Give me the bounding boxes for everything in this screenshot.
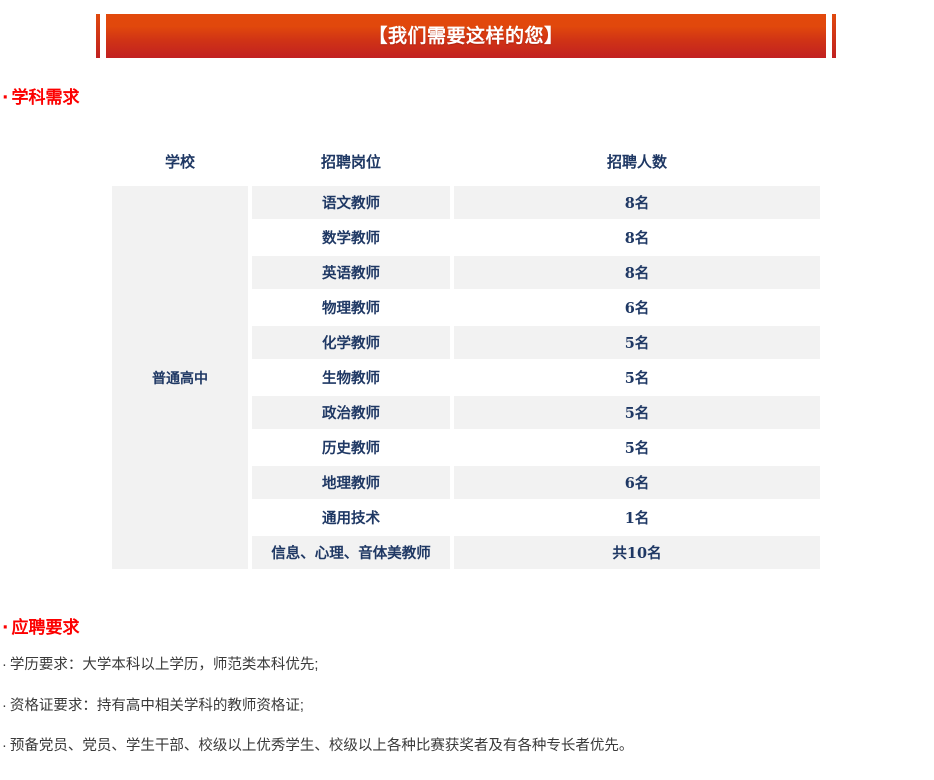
- cell-post: 化学教师: [252, 326, 450, 359]
- cell-post: 语文教师: [252, 186, 450, 219]
- bullet-dot-icon: ·: [2, 738, 7, 754]
- banner-title: 【我们需要这样的您】: [368, 24, 564, 47]
- recruitment-table: 学校 招聘岗位 招聘人数 普通高中 语文教师 8名 数学教师 8名 英语教师 8…: [108, 143, 824, 571]
- cell-count: 6名: [454, 291, 820, 324]
- recruitment-table-container: 学校 招聘岗位 招聘人数 普通高中 语文教师 8名 数学教师 8名 英语教师 8…: [108, 143, 820, 571]
- table-row: 历史教师 5名: [112, 431, 820, 464]
- cell-count: 8名: [454, 186, 820, 219]
- table-body: 普通高中 语文教师 8名 数学教师 8名 英语教师 8名 物理教师 6名 化学教…: [112, 186, 820, 569]
- cell-count: 5名: [454, 361, 820, 394]
- list-item: · 学历要求：大学本科以上学历，师范类本科优先;: [2, 658, 922, 673]
- section-heading-application-requirements-label: 应聘要求: [11, 618, 80, 638]
- cell-post: 生物教师: [252, 361, 450, 394]
- banner-right-gap: [826, 14, 832, 58]
- cell-count: 共10名: [454, 536, 820, 569]
- table-header: 学校 招聘岗位 招聘人数: [112, 145, 820, 184]
- cell-count: 1名: [454, 501, 820, 534]
- bullet-dot-icon: ·: [2, 697, 7, 714]
- cell-count: 5名: [454, 326, 820, 359]
- bullet-dot-icon: ·: [2, 618, 9, 638]
- cell-post: 政治教师: [252, 396, 450, 429]
- column-header-school: 学校: [164, 153, 195, 171]
- section-heading-subject-demand-label: 学科需求: [11, 88, 80, 108]
- cell-post: 数学教师: [252, 221, 450, 254]
- cell-post: 信息、心理、音体美教师: [252, 536, 450, 569]
- banner-left-tick: [96, 14, 100, 58]
- cell-post: 历史教师: [252, 431, 450, 464]
- page-banner: 【我们需要这样的您】: [96, 14, 836, 58]
- table-row: 地理教师 6名: [112, 466, 820, 499]
- column-header-count: 招聘人数: [606, 153, 667, 171]
- requirement-text: 学历要求：大学本科以上学历，师范类本科优先;: [9, 657, 319, 673]
- table-row: 政治教师 5名: [112, 396, 820, 429]
- table-row: 英语教师 8名: [112, 256, 820, 289]
- cell-post: 物理教师: [252, 291, 450, 324]
- cell-count: 8名: [454, 221, 820, 254]
- cell-count: 8名: [454, 256, 820, 289]
- table-row: 物理教师 6名: [112, 291, 820, 324]
- column-header-post: 招聘岗位: [320, 153, 381, 171]
- bullet-dot-icon: ·: [2, 88, 9, 108]
- cell-post: 地理教师: [252, 466, 450, 499]
- cell-count: 5名: [454, 396, 820, 429]
- table-row: 数学教师 8名: [112, 221, 820, 254]
- requirement-text: 预备党员、党员、学生干部、校级以上优秀学生、校级以上各种比赛获奖者及有各种专长者…: [9, 738, 634, 754]
- cell-post: 通用技术: [252, 501, 450, 534]
- table-row: 通用技术 1名: [112, 501, 820, 534]
- section-heading-subject-demand: · 学科需求: [2, 90, 79, 107]
- bullet-dot-icon: ·: [2, 657, 7, 673]
- list-item: · 预备党员、党员、学生干部、校级以上优秀学生、校级以上各种比赛获奖者及有各种专长…: [2, 739, 922, 754]
- requirements-list: · 学历要求：大学本科以上学历，师范类本科优先; · 资格证要求：持有高中相关学科的…: [2, 658, 922, 780]
- cell-count: 5名: [454, 431, 820, 464]
- banner-left-gap: [100, 14, 106, 58]
- cell-school-name: 普通高中: [112, 186, 248, 569]
- section-heading-application-requirements: · 应聘要求: [2, 620, 79, 637]
- list-item: · 资格证要求：持有高中相关学科的教师资格证;: [2, 697, 922, 714]
- table-row: 普通高中 语文教师 8名: [112, 186, 820, 569]
- banner-right-tick: [832, 14, 836, 58]
- requirement-text: 资格证要求：持有高中相关学科的教师资格证;: [9, 697, 304, 714]
- banner-body: 【我们需要这样的您】: [106, 14, 826, 58]
- table-row: 生物教师 5名: [112, 361, 820, 394]
- table-header-row: 学校 招聘岗位 招聘人数: [112, 145, 820, 184]
- cell-count: 6名: [454, 466, 820, 499]
- cell-post: 英语教师: [252, 256, 450, 289]
- table-row: 信息、心理、音体美教师 共10名: [112, 536, 820, 569]
- table-row: 化学教师 5名: [112, 326, 820, 359]
